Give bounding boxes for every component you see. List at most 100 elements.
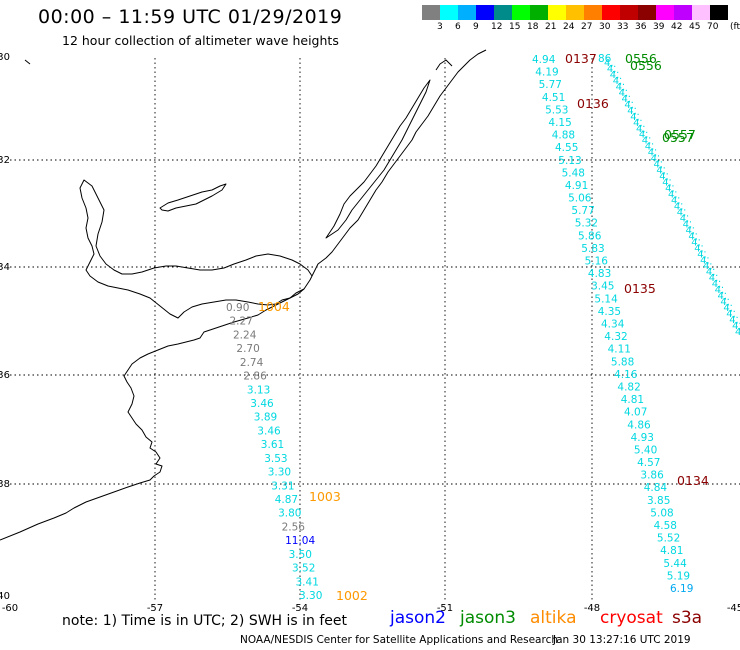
dense-track-glyph: 4. (680, 213, 693, 224)
colorbar-swatch-9 (584, 5, 602, 20)
dense-track-glyph: ·· (622, 86, 628, 97)
track-0137-value: 5.86 (578, 230, 602, 242)
dense-track-glyph: ·· (715, 277, 721, 288)
colorbar-swatch-7 (548, 5, 566, 20)
dense-track-glyph: ·· (610, 62, 616, 73)
dense-track-glyph: 4. (691, 237, 704, 248)
dense-track-glyph: 4. (729, 315, 740, 326)
track-label-1003: 1003 (309, 489, 341, 504)
track-0137-value: 4.86 (627, 419, 651, 431)
dense-track-glyph: 4. (697, 249, 710, 260)
dense-track-glyph: ·· (616, 74, 622, 85)
track-0137-value: 5.77 (571, 205, 594, 217)
dense-track-glyph: ·· (668, 182, 674, 193)
dense-track-glyph: ·· (732, 313, 738, 324)
track-0137-value: 5.53 (545, 104, 568, 116)
dense-track-glyph: ·· (686, 217, 692, 228)
track-0137-value: 4.82 (617, 382, 640, 394)
colorbar-swatch-0 (422, 5, 440, 20)
dense-track-glyph: 4. (668, 190, 681, 201)
dense-track-glyph: ·· (648, 140, 654, 151)
track-1004-value: 3.50 (289, 549, 312, 561)
dense-track-glyph: 4. (651, 154, 664, 165)
track-0137-value: 4.07 (624, 407, 647, 419)
dense-track-glyph: 4. (674, 202, 687, 213)
dense-track-glyph: ·· (735, 319, 740, 330)
lon-label-51: -51 (437, 603, 453, 614)
track-1004-value: 2.86 (243, 371, 267, 383)
dense-track-glyph: 4. (688, 231, 701, 242)
lat-label-40: -40 (0, 591, 10, 602)
dense-track-glyph: 4. (624, 100, 637, 111)
track-0137-value: 5.16 (585, 256, 609, 268)
dense-track-glyph: ·· (665, 176, 671, 187)
dense-track-glyph: 4. (613, 76, 626, 87)
dense-track-glyph: ·· (654, 152, 660, 163)
dense-track-glyph: ·· (712, 271, 718, 282)
colorbar-label: 36 (635, 22, 647, 32)
track-0137-value: 3.45 (591, 281, 614, 293)
track-0137-value: 4.91 (565, 180, 588, 192)
track-label-0135: 0135 (624, 281, 656, 296)
track-0137-value: 4.34 (601, 319, 625, 331)
track-0137-value: 4.55 (555, 142, 578, 154)
dense-track-glyph: ·· (619, 80, 625, 91)
dense-track-glyph: ·· (697, 241, 703, 252)
colorbar-swatch-2 (458, 5, 476, 20)
dense-track-glyph: ·· (738, 325, 740, 336)
dense-track-glyph: 4. (642, 136, 655, 147)
track-label-0557a: 0557 (664, 127, 696, 142)
track-0137-value: 4.19 (535, 67, 558, 79)
dense-track-0556: 4. ··4. ··4. ··4. ··4. ··4. ··4. ··4. ··… (604, 58, 740, 338)
dense-track-glyph: 4. (709, 273, 722, 284)
lat-label-38: -38 (0, 479, 10, 490)
dense-track-glyph: 4. (720, 297, 733, 308)
track-fragment-86: 86 (598, 53, 612, 65)
colorbar-label: 70 (707, 22, 719, 32)
track-0137-value: 4.94 (532, 54, 556, 66)
colorbar-label: 45 (689, 22, 701, 32)
dense-track-glyph: 4. (659, 172, 672, 183)
track-0137-value: 5.14 (594, 293, 618, 305)
track-0137-value: 4.93 (631, 432, 654, 444)
track-1004-value: 3.31 (271, 480, 294, 492)
track-0137-value: 4.57 (637, 457, 660, 469)
track-0137-value: 4.35 (598, 306, 621, 318)
track-0137-value: 5.77 (539, 79, 562, 91)
lat-label-30: -30 (0, 52, 10, 63)
track-0137-value: 4.15 (548, 117, 571, 129)
track-1004-value: 2.70 (236, 343, 259, 355)
track-1004-value: 3.30 (299, 590, 322, 602)
colorbar-label: 30 (599, 22, 611, 32)
dense-track-glyph: 4. (656, 166, 669, 177)
dense-track-glyph: 4. (616, 82, 629, 93)
dense-track-glyph: ·· (700, 247, 706, 258)
track-0137-value: 5.48 (562, 167, 585, 179)
track-0137-value: 5.40 (634, 445, 657, 457)
satellite-jason3: jason3 (460, 608, 516, 628)
track-0137-value: 3.86 (640, 470, 664, 482)
colorbar-swatch-13 (656, 5, 674, 20)
dense-track-glyph: ·· (671, 188, 677, 199)
colorbar-label: 24 (563, 22, 575, 32)
dense-track-glyph: ·· (718, 283, 724, 294)
dense-track-glyph: 4. (627, 106, 640, 117)
dense-track-glyph: 4. (715, 285, 728, 296)
track-label-1004: 1004 (258, 299, 290, 314)
wave-height-colorbar (422, 5, 728, 20)
track-1004-value: 2.24 (233, 329, 257, 341)
track-0137-value: 5.44 (663, 558, 687, 570)
colorbar-unit: (ft) (730, 22, 740, 32)
lon-label-57: -57 (147, 603, 163, 614)
colorbar-label: 27 (581, 22, 593, 32)
colorbar-label: 21 (545, 22, 557, 32)
footer-note: note: 1) Time is in UTC; 2) SWH is in fe… (62, 613, 348, 629)
dense-track-glyph: 4. (648, 148, 661, 159)
dense-track-glyph: 4. (677, 207, 690, 218)
satellite-jason2: jason2 (390, 608, 446, 628)
dense-track-glyph: ·· (651, 146, 657, 157)
dense-track-glyph: ·· (639, 122, 645, 133)
